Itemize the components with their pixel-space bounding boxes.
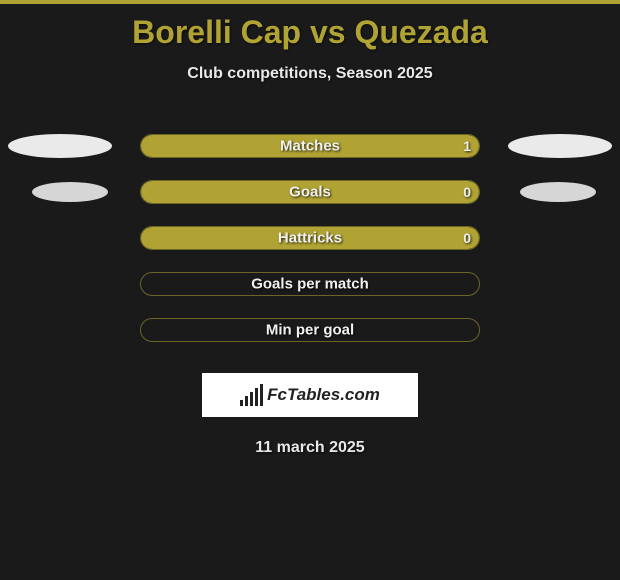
logo-bar-segment [260, 384, 263, 406]
player-marker-right [508, 134, 612, 158]
date-label: 11 march 2025 [0, 439, 620, 457]
player-marker-left [8, 134, 112, 158]
bar-label: Goals per match [251, 276, 369, 293]
player-marker-right [520, 182, 596, 202]
bar-track: Matches 1 [140, 134, 480, 158]
logo-bars-icon [240, 384, 263, 406]
bar-label: Goals [289, 184, 331, 201]
player-marker-left [32, 182, 108, 202]
bar-label: Hattricks [278, 230, 342, 247]
chart-row: Goals per match [0, 261, 620, 307]
bar-track: Min per goal [140, 318, 480, 342]
bar-label: Matches [280, 138, 340, 155]
bar-label: Min per goal [266, 322, 354, 339]
chart-row: Matches 1 [0, 123, 620, 169]
top-accent-bar [0, 0, 620, 4]
chart-row: Min per goal [0, 307, 620, 353]
page-subtitle: Club competitions, Season 2025 [0, 65, 620, 83]
logo-bar-segment [250, 392, 253, 406]
fctables-logo: FcTables.com [202, 373, 418, 417]
comparison-chart: Matches 1 Goals 0 Hattricks 0 Goals per match M… [0, 123, 620, 353]
bar-value-right: 1 [463, 138, 471, 154]
chart-row: Goals 0 [0, 169, 620, 215]
logo-bar-segment [245, 396, 248, 406]
logo-text: FcTables.com [267, 385, 380, 405]
bar-track: Goals per match [140, 272, 480, 296]
bar-value-right: 0 [463, 184, 471, 200]
logo-bar-segment [255, 388, 258, 406]
logo-bar-segment [240, 400, 243, 406]
page-title: Borelli Cap vs Quezada [0, 14, 620, 51]
bar-track: Hattricks 0 [140, 226, 480, 250]
bar-value-right: 0 [463, 230, 471, 246]
chart-row: Hattricks 0 [0, 215, 620, 261]
bar-track: Goals 0 [140, 180, 480, 204]
